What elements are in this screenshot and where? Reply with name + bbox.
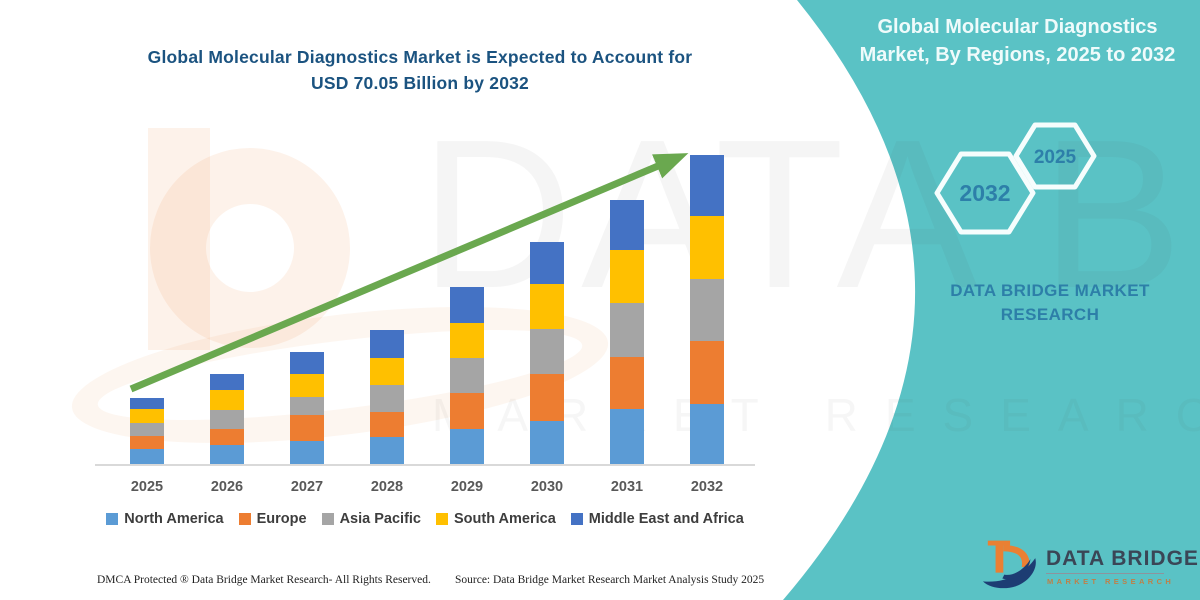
legend-item-asia-pacific: Asia Pacific bbox=[321, 511, 421, 527]
x-axis-label-2028: 2028 bbox=[370, 479, 404, 495]
hexagon-2025 bbox=[1013, 122, 1097, 190]
bar-segment-2028-europe bbox=[370, 412, 404, 437]
legend-item-north-america: North America bbox=[106, 511, 224, 527]
chart-title-line2: USD 70.05 Billion by 2032 bbox=[310, 73, 529, 93]
data-bridge-logo: DATA BRIDGE MARKET RESEARCH bbox=[982, 531, 1198, 593]
bar-segment-2026-south-america bbox=[210, 390, 244, 411]
bar-2025 bbox=[130, 397, 164, 464]
bar-segment-2032-north-america bbox=[690, 404, 724, 464]
legend-label-middle-east-and-africa: Middle East and Africa bbox=[588, 511, 744, 527]
chart-title-line1: Global Molecular Diagnostics Market is E… bbox=[147, 47, 693, 67]
bar-segment-2032-europe bbox=[690, 340, 724, 404]
legend-item-south-america: South America bbox=[436, 511, 556, 527]
legend-item-europe: Europe bbox=[238, 511, 307, 527]
bar-segment-2032-middle-east-and-africa bbox=[690, 154, 724, 217]
x-axis-label-2031: 2031 bbox=[610, 479, 644, 495]
legend-label-asia-pacific: Asia Pacific bbox=[339, 511, 421, 527]
x-axis-label-2027: 2027 bbox=[290, 479, 324, 495]
bar-segment-2032-south-america bbox=[690, 216, 724, 280]
bar-segment-2026-europe bbox=[210, 429, 244, 445]
panel-title-line1: Global Molecular Diagnostics bbox=[877, 16, 1158, 38]
bar-segment-2030-north-america bbox=[530, 420, 564, 464]
legend-swatch-middle-east-and-africa bbox=[570, 513, 583, 525]
bar-segment-2026-asia-pacific bbox=[210, 410, 244, 430]
bar-segment-2027-north-america bbox=[290, 440, 324, 464]
x-axis-label-2026: 2026 bbox=[210, 479, 244, 495]
bar-segment-2025-europe bbox=[130, 435, 164, 449]
x-axis-label-2029: 2029 bbox=[450, 479, 484, 495]
chart-title: Global Molecular Diagnostics Market is E… bbox=[85, 44, 755, 96]
legend-item-middle-east-and-africa: Middle East and Africa bbox=[570, 511, 744, 527]
x-axis-label-2032: 2032 bbox=[690, 479, 724, 495]
bar-segment-2025-asia-pacific bbox=[130, 422, 164, 436]
hexagon-2032-label: 2032 bbox=[959, 180, 1010, 206]
bar-segment-2029-europe bbox=[450, 392, 484, 430]
hexagon-2025-label: 2025 bbox=[1034, 147, 1077, 168]
brand-text-line1: DATA BRIDGE MARKET bbox=[950, 281, 1150, 300]
logo-name: DATA BRIDGE bbox=[1046, 547, 1199, 570]
bar-2032 bbox=[690, 154, 724, 464]
legend-label-south-america: South America bbox=[454, 511, 556, 527]
teal-panel-shape bbox=[783, 0, 1200, 600]
legend-swatch-asia-pacific bbox=[321, 513, 334, 525]
legend-swatch-europe bbox=[238, 513, 251, 525]
bar-segment-2028-north-america bbox=[370, 436, 404, 464]
bar-segment-2025-middle-east-and-africa bbox=[130, 397, 164, 410]
bar-segment-2026-north-america bbox=[210, 444, 244, 464]
logo-divider bbox=[1046, 573, 1164, 574]
legend-label-europe: Europe bbox=[256, 511, 307, 527]
bar-segment-2032-asia-pacific bbox=[690, 279, 724, 341]
hexagon-2032 bbox=[934, 151, 1036, 235]
bar-segment-2029-north-america bbox=[450, 429, 484, 464]
bar-segment-2027-europe bbox=[290, 415, 324, 441]
brand-text-line2: RESEARCH bbox=[1000, 305, 1100, 324]
brand-text-block: DATA BRIDGE MARKET RESEARCH bbox=[900, 279, 1200, 327]
logo-b-icon bbox=[982, 540, 1036, 589]
source-note: Source: Data Bridge Market Research Mark… bbox=[455, 574, 765, 586]
x-axis-line bbox=[95, 464, 755, 466]
bar-segment-2031-north-america bbox=[610, 408, 644, 464]
x-axis-label-2030: 2030 bbox=[530, 479, 564, 495]
bar-segment-2027-asia-pacific bbox=[290, 396, 324, 416]
logo-subtitle: MARKET RESEARCH bbox=[1047, 577, 1175, 586]
bar-segment-2025-south-america bbox=[130, 409, 164, 423]
x-axis-label-2025: 2025 bbox=[130, 479, 164, 495]
legend-swatch-north-america bbox=[106, 513, 119, 525]
x-axis-labels: 2025 2026 2027 2028 2029 2030 2031 2032 bbox=[95, 479, 755, 499]
panel-title-line2: Market, By Regions, 2025 to 2032 bbox=[859, 44, 1176, 66]
dmca-notice: DMCA Protected ® Data Bridge Market Rese… bbox=[97, 574, 431, 586]
chart-legend: North America Europe Asia Pacific South Ame… bbox=[95, 511, 755, 527]
bar-segment-2025-north-america bbox=[130, 449, 164, 464]
legend-label-north-america: North America bbox=[124, 511, 224, 527]
panel-title: Global Molecular Diagnostics Market, By … bbox=[845, 13, 1190, 69]
legend-swatch-south-america bbox=[436, 513, 448, 525]
